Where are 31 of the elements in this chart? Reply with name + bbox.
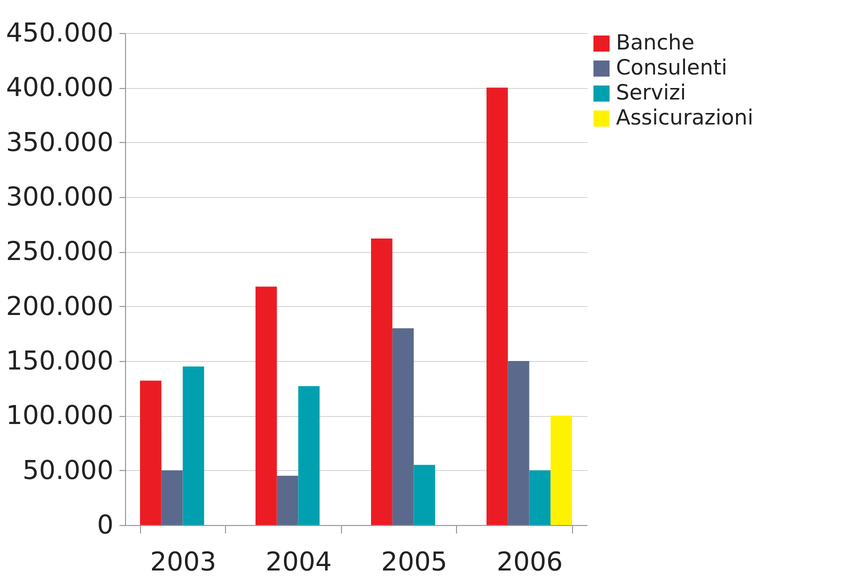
x-tick-label: 2003 <box>150 548 216 578</box>
bar <box>529 470 551 525</box>
y-tick-label: 150.000 <box>6 346 114 376</box>
bar <box>140 380 162 525</box>
y-tick-label: 250.000 <box>6 237 114 268</box>
bar <box>276 476 298 525</box>
bar <box>182 366 204 525</box>
y-tick-label: 450.000 <box>6 18 114 48</box>
bar <box>508 361 530 525</box>
legend-label: Servizi <box>616 80 686 104</box>
bar <box>256 286 277 525</box>
bar <box>371 238 392 525</box>
x-tick-label: 2005 <box>381 548 448 578</box>
y-tick-label: 400.000 <box>6 73 114 104</box>
legend-label: Assicurazioni <box>616 106 754 130</box>
bar <box>392 328 414 525</box>
y-tick-label: 350.000 <box>6 128 114 158</box>
x-tick-label: 2006 <box>496 548 563 578</box>
x-tick-label: 2004 <box>266 548 332 578</box>
y-tick-label: 100.000 <box>6 401 114 432</box>
bar <box>550 416 572 525</box>
bar <box>161 470 183 525</box>
y-tick-label: 200.000 <box>6 292 114 322</box>
y-tick-label: 0 <box>96 510 114 540</box>
y-tick-label: 300.000 <box>6 182 114 212</box>
legend-label: Consulenti <box>616 56 728 80</box>
y-tick-label: 50.000 <box>22 456 114 486</box>
bar <box>414 464 436 525</box>
legend-label: Banche <box>616 30 694 54</box>
bar <box>486 88 508 525</box>
bar <box>298 386 320 525</box>
